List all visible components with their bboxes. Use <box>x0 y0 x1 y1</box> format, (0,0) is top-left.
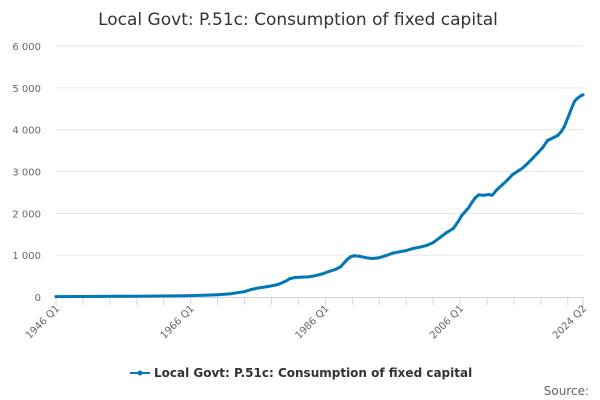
series-layer <box>54 93 585 299</box>
data-point[interactable] <box>320 272 324 276</box>
data-point[interactable] <box>541 146 545 150</box>
legend-label: Local Govt: P.51c: Consumption of fixed … <box>154 366 472 380</box>
legend-point-marker <box>137 370 143 376</box>
data-point[interactable] <box>313 274 317 278</box>
data-point[interactable] <box>342 261 346 265</box>
data-point[interactable] <box>551 136 555 140</box>
data-point[interactable] <box>288 277 292 281</box>
data-point[interactable] <box>563 124 566 128</box>
data-point[interactable] <box>505 178 509 182</box>
data-point[interactable] <box>384 254 388 258</box>
data-point[interactable] <box>470 201 474 204</box>
data-point[interactable] <box>411 247 415 250</box>
y-axis-tick-labels: 0 1 000 2 000 3 000 4 000 5 000 6 000 <box>12 42 41 304</box>
x-tick-label: 1966 Q1 <box>159 303 197 341</box>
x-tick-label: 2024 Q2 <box>551 303 589 341</box>
data-point[interactable] <box>460 213 464 217</box>
data-point[interactable] <box>398 250 401 254</box>
data-point[interactable] <box>418 245 422 249</box>
data-point[interactable] <box>445 231 449 235</box>
data-point[interactable] <box>307 275 311 279</box>
data-point[interactable] <box>581 93 585 97</box>
x-axis: 1946 Q1 1966 Q1 1986 Q1 2006 Q1 2024 Q2 <box>24 297 589 341</box>
y-tick-label: 3 000 <box>12 168 41 179</box>
data-point[interactable] <box>352 254 356 258</box>
data-point[interactable] <box>229 292 233 296</box>
data-point[interactable] <box>339 265 342 269</box>
data-point[interactable] <box>473 196 477 200</box>
data-point[interactable] <box>293 276 297 279</box>
data-point[interactable] <box>515 170 519 173</box>
data-point[interactable] <box>487 193 491 196</box>
data-point[interactable] <box>569 107 573 111</box>
data-point[interactable] <box>438 236 442 240</box>
series-line[interactable] <box>54 93 585 299</box>
data-point[interactable] <box>510 173 514 177</box>
data-point[interactable] <box>349 255 353 259</box>
data-point[interactable] <box>270 284 273 288</box>
x-tick-label: 2006 Q1 <box>428 303 466 341</box>
data-point[interactable] <box>243 290 247 294</box>
y-tick-label: 0 <box>35 293 41 304</box>
data-point[interactable] <box>377 256 381 260</box>
data-point[interactable] <box>424 244 428 247</box>
x-tick-label: 1986 Q1 <box>293 303 331 341</box>
data-point[interactable] <box>520 166 524 170</box>
data-point[interactable] <box>404 249 408 253</box>
data-point[interactable] <box>391 251 395 255</box>
data-point[interactable] <box>54 295 58 299</box>
data-point[interactable] <box>482 193 486 197</box>
data-point[interactable] <box>115 294 119 298</box>
data-point[interactable] <box>495 188 499 191</box>
chart-title: Local Govt: P.51c: Consumption of fixed … <box>98 10 498 30</box>
data-point[interactable] <box>463 210 467 214</box>
data-point[interactable] <box>573 99 577 103</box>
data-point[interactable] <box>456 219 460 223</box>
data-point[interactable] <box>202 293 206 297</box>
data-point[interactable] <box>345 257 349 261</box>
y-tick-label: 5 000 <box>12 84 41 95</box>
data-point[interactable] <box>559 130 563 134</box>
y-tick-label: 2 000 <box>12 209 41 220</box>
y-tick-label: 4 000 <box>12 126 41 137</box>
data-point[interactable] <box>500 183 504 187</box>
data-point[interactable] <box>576 96 580 100</box>
data-point[interactable] <box>364 256 368 260</box>
data-point[interactable] <box>357 254 361 258</box>
data-point[interactable] <box>477 193 481 197</box>
data-point[interactable] <box>556 134 560 137</box>
data-point[interactable] <box>256 286 260 290</box>
data-point[interactable] <box>334 267 337 271</box>
data-point[interactable] <box>371 257 374 260</box>
data-point[interactable] <box>490 193 494 197</box>
gridlines <box>56 45 583 256</box>
data-point[interactable] <box>300 275 304 279</box>
data-point[interactable] <box>249 288 253 291</box>
x-tick-label: 1946 Q1 <box>24 303 62 341</box>
data-point[interactable] <box>431 241 435 245</box>
legend[interactable]: Local Govt: P.51c: Consumption of fixed … <box>130 366 472 380</box>
data-point[interactable] <box>467 206 470 210</box>
y-tick-label: 1 000 <box>12 251 41 262</box>
data-point[interactable] <box>283 280 287 283</box>
data-point[interactable] <box>536 151 539 155</box>
data-point[interactable] <box>566 116 570 120</box>
data-point[interactable] <box>81 295 85 298</box>
data-point[interactable] <box>182 294 186 298</box>
data-point[interactable] <box>327 270 331 273</box>
data-point[interactable] <box>148 294 152 298</box>
data-point[interactable] <box>263 285 267 289</box>
data-point[interactable] <box>531 157 534 160</box>
data-point[interactable] <box>546 139 550 142</box>
data-point[interactable] <box>451 226 455 230</box>
data-point[interactable] <box>216 293 220 297</box>
y-tick-label: 6 000 <box>12 42 41 53</box>
data-point[interactable] <box>276 282 280 286</box>
data-point[interactable] <box>525 162 529 166</box>
source-label: Source: <box>544 384 589 398</box>
